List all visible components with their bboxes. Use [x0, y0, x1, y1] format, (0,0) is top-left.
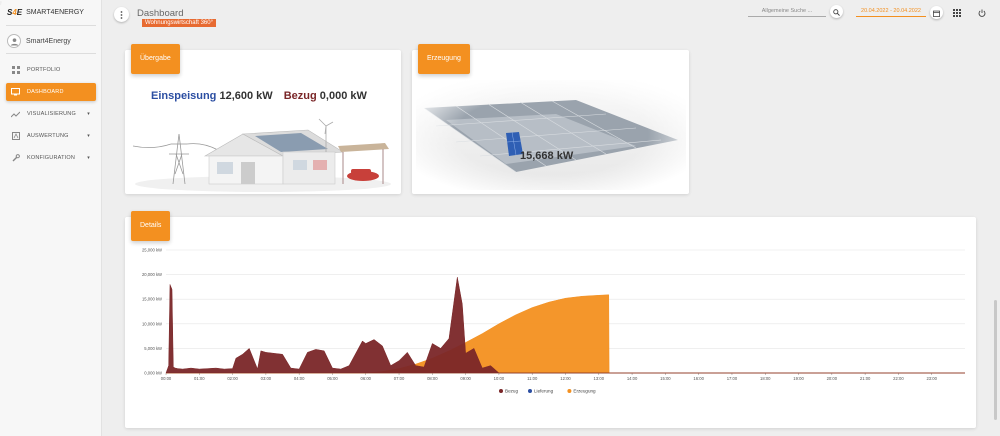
brand-logo: S4E [7, 8, 23, 17]
sidebar-item-auswertung[interactable]: AUSWERTUNG ▾ [6, 127, 96, 145]
x-tick-label: 00:00 [161, 376, 172, 381]
chevron-down-icon: ▾ [87, 155, 90, 161]
x-tick-label: 06:00 [361, 376, 372, 381]
x-tick-label: 05:00 [327, 376, 338, 381]
brand-name: SMART4ENERGY [26, 9, 84, 16]
x-tick-label: 17:00 [727, 376, 738, 381]
bezug-value: 0,000 kW [319, 90, 367, 102]
menu-button[interactable] [114, 7, 129, 22]
chevron-down-icon: ▾ [87, 133, 90, 139]
sidebar-item-visualisierung[interactable]: VISUALISIERUNG ▾ [6, 105, 96, 123]
house-illustration [133, 118, 391, 192]
search-input[interactable]: Allgemeine Suche ... [748, 6, 826, 17]
uebergabe-values: Einspeisung 12,600 kW Bezug 0,000 kW [151, 90, 367, 102]
x-tick-label: 08:00 [427, 376, 438, 381]
sidebar-item-label: PORTFOLIO [27, 67, 61, 73]
x-tick-label: 23:00 [926, 376, 937, 381]
einspeisung-label: Einspeisung [151, 90, 217, 102]
x-tick-label: 21:00 [860, 376, 871, 381]
card-title: Erzeugung [418, 44, 470, 74]
sidebar-item-label: DASHBOARD [27, 89, 64, 95]
x-tick-label: 10:00 [494, 376, 505, 381]
divider [6, 53, 96, 54]
legend-marker-lieferung [528, 389, 532, 393]
avatar [7, 34, 21, 48]
y-tick-label: 0,000 kW [144, 371, 162, 376]
sidebar-nav: PORTFOLIO DASHBOARD VISUALISIERUNG ▾ AUS… [6, 61, 96, 171]
x-tick-label: 12:00 [560, 376, 571, 381]
brand[interactable]: S4E SMART4ENERGY [7, 8, 84, 17]
x-tick-label: 14:00 [627, 376, 638, 381]
solar-panel-illustration [416, 80, 686, 190]
user-name: Smart4Energy [26, 37, 71, 45]
x-tick-label: 02:00 [227, 376, 238, 381]
apps-grid-icon [953, 4, 961, 22]
power-icon [978, 4, 986, 22]
details-chart: 0,000 kW 5,000 kW 10,000 kW 15,000 kW 20,000… [142, 248, 965, 394]
report-icon [11, 132, 20, 141]
x-tick-label: 15:00 [660, 376, 671, 381]
calendar-button[interactable] [930, 6, 943, 19]
sidebar-item-dashboard[interactable]: DASHBOARD [6, 83, 96, 101]
user-profile[interactable]: Smart4Energy [7, 34, 71, 48]
y-tick-label: 10,000 kW [142, 321, 162, 326]
legend-label-lieferung: Lieferung [534, 389, 554, 394]
sidebar: Smart4Energy Smart4Energy S4E SMART4ENER… [0, 0, 102, 436]
page-title: Dashboard [137, 8, 184, 19]
erzeugung-card: Erzeugung 15,668 kW [412, 44, 689, 194]
x-tick-label: 18:00 [760, 376, 771, 381]
details-card: 0,000 kW 5,000 kW 10,000 kW 15,000 kW 20,000… [125, 211, 976, 428]
legend-marker-bezug [499, 389, 503, 393]
x-tick-label: 09:00 [460, 376, 471, 381]
page-scrollbar[interactable] [994, 300, 997, 420]
bezug-label: Bezug [283, 90, 317, 102]
logout-button[interactable] [976, 7, 988, 19]
card-title: Details [131, 211, 171, 241]
card-title: Übergabe [131, 44, 180, 74]
einspeisung-value: 12,600 kW [219, 90, 273, 102]
wrench-icon [11, 154, 20, 163]
sidebar-item-konfiguration[interactable]: KONFIGURATION ▾ [6, 149, 96, 167]
x-tick-label: 01:00 [194, 376, 205, 381]
x-tick-label: 11:00 [527, 376, 538, 381]
x-tick-label: 04:00 [294, 376, 305, 381]
date-range-input[interactable]: 20.04.2022 - 20.04.2022 [856, 6, 926, 17]
page-subtitle-badge: Wohnungswirtschaft 360° [142, 19, 216, 27]
search-icon [833, 3, 840, 21]
trend-icon [11, 110, 20, 119]
more-vert-icon [120, 6, 123, 24]
legend-label-bezug: Bezug [505, 389, 518, 394]
sidebar-watermark: Smart4Energy Smart4Energy [0, 208, 101, 373]
x-tick-label: 22:00 [893, 376, 904, 381]
y-tick-label: 20,000 kW [142, 272, 162, 277]
divider [6, 25, 96, 26]
legend-marker-erzeugung [567, 389, 572, 393]
x-tick-label: 16:00 [693, 376, 704, 381]
grid-icon [11, 66, 20, 75]
calendar-icon [933, 4, 940, 22]
sidebar-item-label: AUSWERTUNG [27, 133, 69, 139]
chevron-down-icon: ▾ [87, 111, 90, 117]
legend-label-erzeugung: Erzeugung [573, 389, 596, 394]
sidebar-item-label: VISUALISIERUNG [27, 111, 76, 117]
erzeugung-value: 15,668 kW [520, 150, 574, 162]
apps-button[interactable] [951, 7, 963, 19]
search-button[interactable] [830, 5, 843, 18]
x-tick-label: 07:00 [394, 376, 405, 381]
uebergabe-card: Übergabe Einspeisung 12,600 kW Bezug 0,0… [125, 44, 401, 194]
x-tick-label: 03:00 [261, 376, 272, 381]
y-tick-label: 5,000 kW [144, 346, 162, 351]
x-tick-label: 19:00 [793, 376, 804, 381]
x-tick-label: 13:00 [594, 376, 605, 381]
series-area-bezug [165, 277, 965, 374]
sidebar-item-label: KONFIGURATION [27, 155, 76, 161]
sidebar-item-portfolio[interactable]: PORTFOLIO [6, 61, 96, 79]
x-tick-label: 20:00 [827, 376, 838, 381]
monitor-icon [11, 88, 20, 97]
y-tick-label: 15,000 kW [142, 297, 162, 302]
y-tick-label: 25,000 kW [142, 248, 162, 253]
